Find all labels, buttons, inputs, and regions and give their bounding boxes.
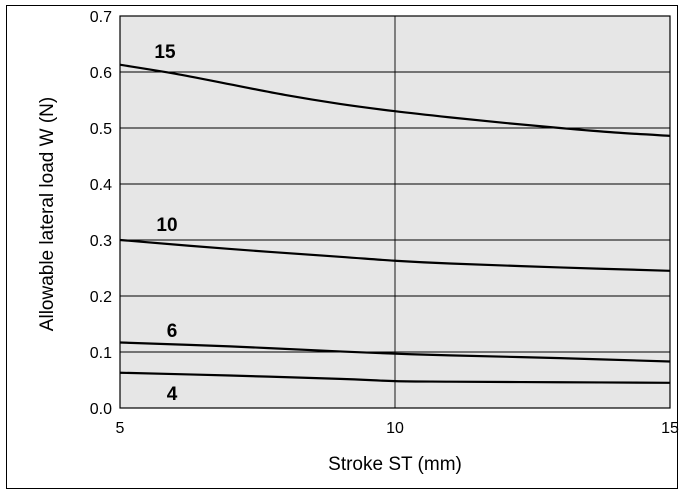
y-tick-label: 0.2 <box>90 289 112 306</box>
series-label-10: 10 <box>156 215 177 236</box>
x-axis-title: Stroke ST (mm) <box>328 454 462 475</box>
y-tick-label: 0.5 <box>90 121 112 138</box>
series-label-4: 4 <box>167 384 178 405</box>
series-label-15: 15 <box>154 42 176 63</box>
x-tick-label: 15 <box>661 420 679 437</box>
x-tick-label: 5 <box>116 420 125 437</box>
y-tick-label: 0.0 <box>90 401 112 418</box>
series-line-4 <box>119 371 671 384</box>
series-line-6 <box>119 341 671 363</box>
y-tick-label: 0.7 <box>90 9 112 26</box>
series-line-10 <box>119 238 671 272</box>
series-line-15 <box>119 63 671 137</box>
y-tick-label: 0.6 <box>90 65 112 82</box>
x-tick-label: 10 <box>386 420 404 437</box>
series-label-6: 6 <box>167 321 178 342</box>
y-tick-label: 0.3 <box>90 233 112 250</box>
y-tick-label: 0.1 <box>90 345 112 362</box>
y-tick-label: 0.4 <box>90 177 112 194</box>
y-axis-title: Allowable lateral load W (N) <box>37 97 58 331</box>
